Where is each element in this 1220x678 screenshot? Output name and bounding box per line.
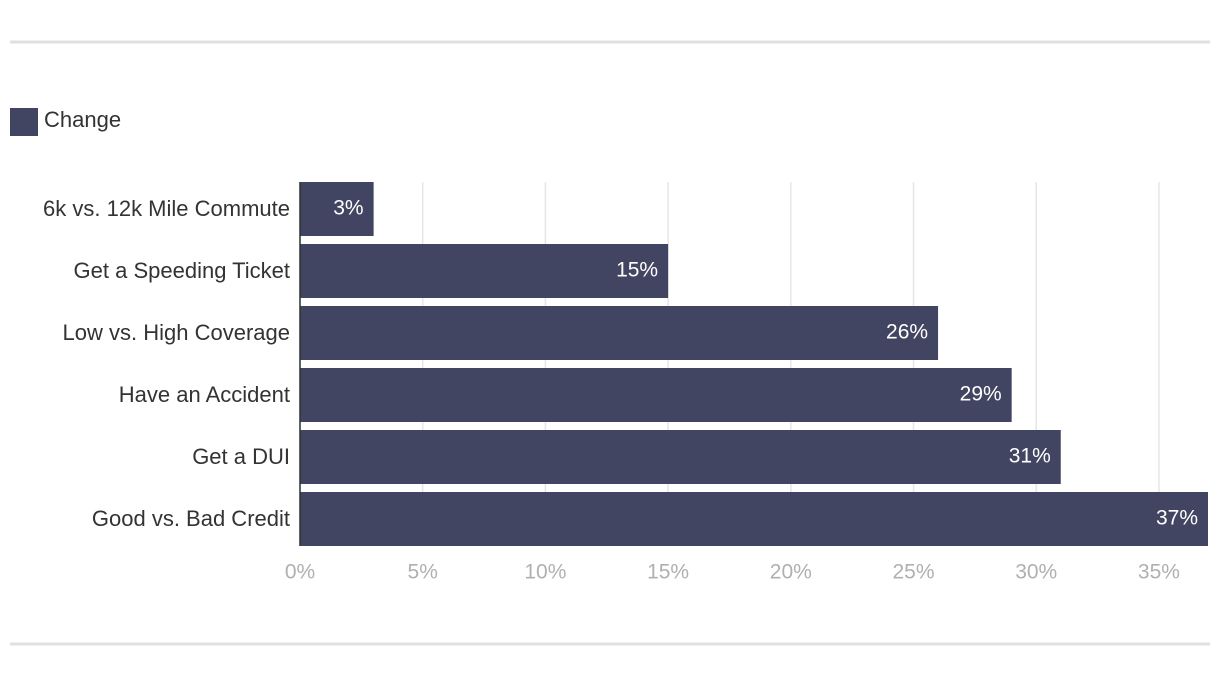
bar	[300, 368, 1012, 422]
x-tick-label: 30%	[1015, 561, 1057, 584]
y-tick-label: Get a DUI	[192, 444, 290, 469]
y-tick-label: Good vs. Bad Credit	[92, 506, 290, 531]
y-tick-label: Low vs. High Coverage	[63, 320, 290, 345]
x-tick-label: 25%	[892, 561, 934, 584]
value-label: 3%	[333, 197, 363, 220]
x-tick-label: 35%	[1138, 561, 1180, 584]
y-tick-label: Get a Speeding Ticket	[74, 258, 290, 283]
bar	[300, 244, 669, 298]
x-tick-label: 10%	[524, 561, 566, 584]
x-tick-label: 0%	[285, 561, 315, 584]
legend-swatch	[10, 108, 38, 136]
bar	[300, 492, 1208, 546]
x-tick-label: 20%	[770, 561, 812, 584]
legend-label: Change	[44, 107, 121, 132]
bar	[300, 430, 1061, 484]
value-label: 26%	[886, 321, 928, 344]
value-label: 15%	[616, 259, 658, 282]
bar	[300, 306, 939, 360]
value-label: 29%	[960, 383, 1002, 406]
value-label: 31%	[1009, 445, 1051, 468]
x-tick-label: 15%	[647, 561, 689, 584]
x-tick-label: 5%	[408, 561, 438, 584]
y-tick-label: 6k vs. 12k Mile Commute	[43, 196, 290, 221]
y-tick-label: Have an Accident	[119, 382, 290, 407]
bar	[300, 182, 374, 236]
value-label: 37%	[1156, 507, 1198, 530]
